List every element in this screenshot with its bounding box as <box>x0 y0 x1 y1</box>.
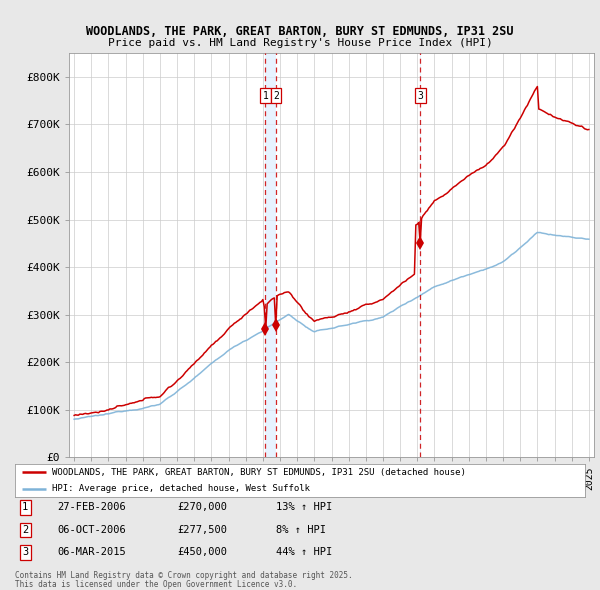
Text: £270,000: £270,000 <box>177 503 227 512</box>
Text: 06-MAR-2015: 06-MAR-2015 <box>57 548 126 557</box>
Text: Price paid vs. HM Land Registry's House Price Index (HPI): Price paid vs. HM Land Registry's House … <box>107 38 493 48</box>
Text: WOODLANDS, THE PARK, GREAT BARTON, BURY ST EDMUNDS, IP31 2SU (detached house): WOODLANDS, THE PARK, GREAT BARTON, BURY … <box>52 467 466 477</box>
Text: 3: 3 <box>418 91 424 101</box>
Text: 44% ↑ HPI: 44% ↑ HPI <box>276 548 332 557</box>
Text: 1: 1 <box>22 503 28 512</box>
Bar <box>419 53 421 457</box>
Text: £277,500: £277,500 <box>177 525 227 535</box>
Text: This data is licensed under the Open Government Licence v3.0.: This data is licensed under the Open Gov… <box>15 579 297 589</box>
Text: 27-FEB-2006: 27-FEB-2006 <box>57 503 126 512</box>
Text: 06-OCT-2006: 06-OCT-2006 <box>57 525 126 535</box>
Text: 1: 1 <box>263 91 268 101</box>
Text: £450,000: £450,000 <box>177 548 227 557</box>
Text: 8% ↑ HPI: 8% ↑ HPI <box>276 525 326 535</box>
Text: 13% ↑ HPI: 13% ↑ HPI <box>276 503 332 512</box>
Text: 3: 3 <box>22 548 28 557</box>
Text: HPI: Average price, detached house, West Suffolk: HPI: Average price, detached house, West… <box>52 484 310 493</box>
Bar <box>265 53 276 457</box>
Text: 2: 2 <box>273 91 279 101</box>
Text: 2: 2 <box>22 525 28 535</box>
Text: Contains HM Land Registry data © Crown copyright and database right 2025.: Contains HM Land Registry data © Crown c… <box>15 571 353 580</box>
Text: WOODLANDS, THE PARK, GREAT BARTON, BURY ST EDMUNDS, IP31 2SU: WOODLANDS, THE PARK, GREAT BARTON, BURY … <box>86 25 514 38</box>
